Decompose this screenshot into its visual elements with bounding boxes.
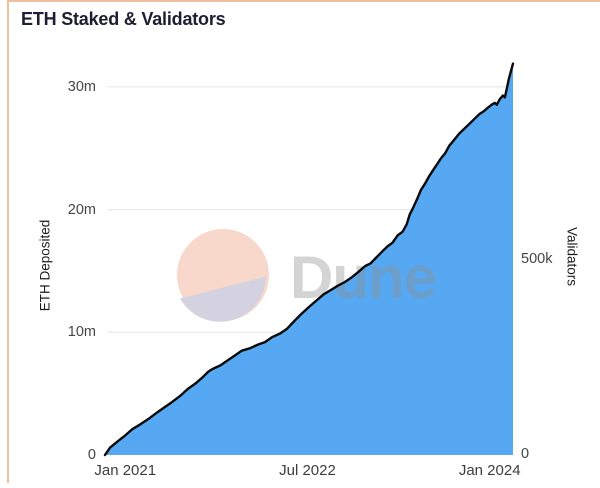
right-y-tick-label: 0 — [521, 446, 530, 462]
left-y-tick-label: 20m — [67, 201, 96, 218]
x-tick-label: Jul 2022 — [279, 462, 336, 479]
left-y-tick-label: 10m — [67, 324, 96, 341]
card-border-top — [7, 0, 600, 2]
chart-title: ETH Staked & Validators — [21, 9, 226, 29]
x-tick-label: Jan 2021 — [94, 462, 157, 479]
series-line — [103, 62, 515, 457]
left-axis-title: ETH Deposited — [37, 219, 53, 312]
dune-watermark-text: Dune — [290, 244, 436, 311]
area-fill — [105, 63, 513, 455]
left-y-tick-label: 0 — [87, 447, 96, 463]
left-y-tick-label: 30m — [67, 78, 96, 95]
x-tick-label: Jan 2024 — [458, 462, 521, 479]
card-border-left — [7, 0, 9, 483]
dune-watermark: Dune — [177, 229, 437, 322]
dune-logo-circle-bottom — [180, 276, 266, 322]
right-y-tick-label: 500k — [521, 250, 553, 267]
